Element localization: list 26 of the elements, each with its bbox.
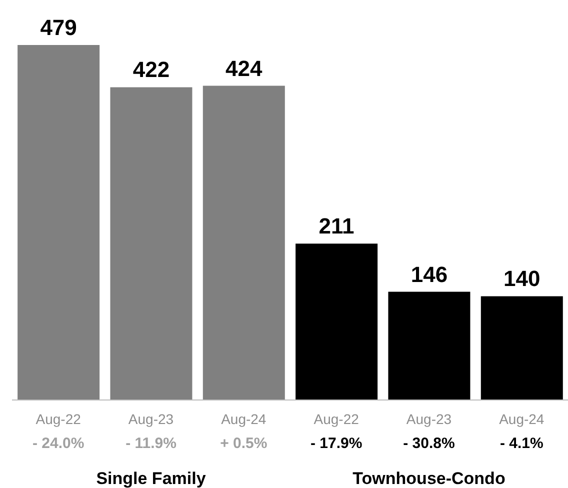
data-label: 422 [132,57,170,82]
data-label: 424 [226,56,264,81]
x-tick-label: Aug-24 [221,411,266,427]
text: Townhouse-Condo [352,469,506,488]
text: - 30.8% [403,435,455,452]
text: Single Family [96,469,206,488]
x-tick-label: Aug-22 [314,411,360,427]
bar [18,45,100,400]
bar [110,87,192,400]
text: - 11.9% [126,435,176,452]
bar [480,296,563,400]
data-label: 140 [504,266,540,292]
bar [296,244,378,400]
x-tick-label: Aug-22 [36,411,82,427]
data-label: 211 [318,214,354,239]
data-label: 479 [40,15,77,40]
data-label: 146 [410,262,448,287]
text: - 4.1% [500,435,544,452]
x-tick-label: Aug-24 [499,411,544,427]
text: - 24.0% [32,435,84,452]
text: - 17.9% [310,435,362,452]
bar [202,86,285,400]
x-tick-label: Aug-23 [128,411,174,427]
text: + 0.5% [220,435,268,452]
bar [388,292,470,400]
x-tick-label: Aug-23 [406,411,452,427]
